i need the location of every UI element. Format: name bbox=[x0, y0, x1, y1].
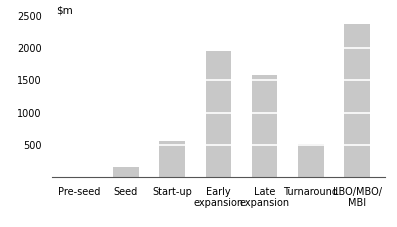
Bar bbox=[159, 141, 185, 177]
Bar bbox=[206, 51, 231, 177]
Bar bbox=[345, 24, 370, 177]
Bar bbox=[298, 143, 324, 177]
Bar bbox=[252, 75, 278, 177]
Bar bbox=[113, 167, 139, 177]
Text: $m: $m bbox=[56, 6, 73, 16]
